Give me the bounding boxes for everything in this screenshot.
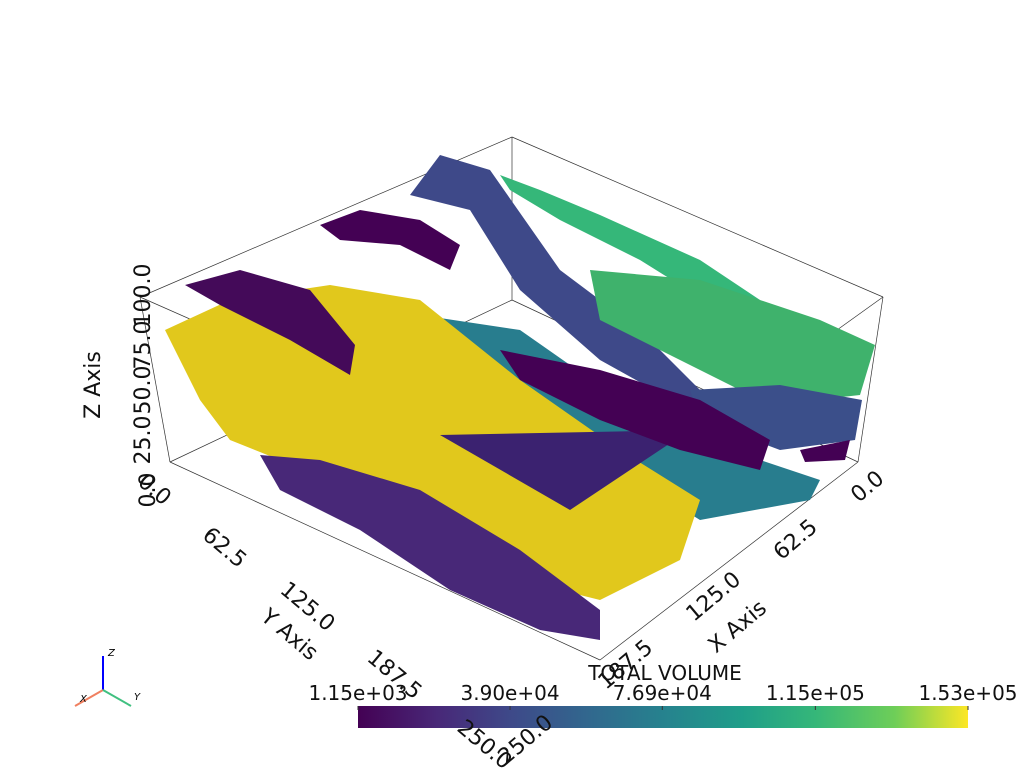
colorbar (358, 706, 968, 728)
colorbar-tick-label: 1.15e+05 (766, 681, 865, 705)
x-axis-tick-label: 62.5 (769, 515, 823, 566)
orientation-label: Y (134, 692, 141, 703)
z-axis-tick-label: 100.0 (131, 264, 156, 327)
z-axis-tick-label: 50.0 (131, 366, 156, 415)
colorbar-title: TOTAL VOLUME (587, 661, 742, 685)
x-axis-tick-label: 0.0 (846, 466, 889, 508)
y-axis-tick-label: 62.5 (197, 523, 251, 574)
orientation-widget (74, 656, 132, 707)
z-axis-tick-label: 25.0 (131, 416, 156, 465)
orientation-label: Z (107, 648, 116, 659)
z-axis-tick-label: 75.0 (131, 321, 156, 370)
colorbar-tick-label: 3.90e+04 (461, 681, 560, 705)
geobodies (165, 155, 875, 640)
colorbar-tick-label: 1.53e+05 (918, 681, 1017, 705)
orientation-label: X (79, 694, 88, 705)
colorbar-tick-label: 7.69e+04 (613, 681, 712, 705)
z-axis-tick-label: 0.0 (136, 473, 161, 508)
z-axis-label: Z Axis (81, 351, 106, 419)
colorbar-tick-label: 1.15e+03 (308, 681, 407, 705)
